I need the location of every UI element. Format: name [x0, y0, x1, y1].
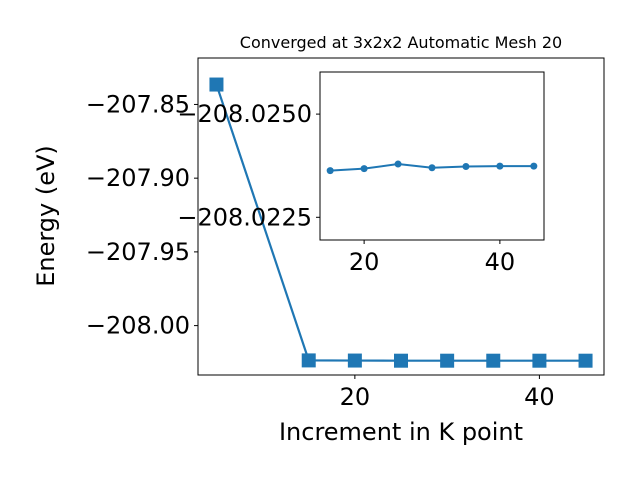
main-y-tick-label: −207.95: [86, 238, 190, 266]
chart-title: Converged at 3x2x2 Automatic Mesh 20: [240, 33, 562, 52]
x-axis-label: Increment in K point: [279, 418, 523, 446]
main-data-point: [578, 353, 593, 368]
main-data-point: [394, 353, 408, 368]
inset-x-tick-label: 20: [349, 248, 380, 276]
inset-data-point: [428, 164, 436, 172]
main-data-point: [347, 353, 362, 368]
main-series-line: [215, 84, 586, 362]
main-x-tick-label: 20: [340, 383, 371, 411]
inset-x-ticks: 20 40: [349, 240, 515, 276]
main-plot: Converged at 3x2x2 Automatic Mesh 20 Inc…: [32, 33, 605, 446]
inset-data-point: [496, 162, 504, 170]
main-y-ticks: −208.00 −207.95 −207.90 −207.85: [86, 90, 198, 340]
inset-data-point: [360, 165, 368, 173]
main-data-point: [440, 353, 455, 368]
inset-y-tick-label: −208.0225: [177, 203, 312, 231]
main-y-tick-label: −207.90: [86, 164, 190, 192]
inset-x-tick-label: 40: [485, 248, 516, 276]
main-data-point: [209, 77, 224, 92]
main-series: [209, 77, 593, 368]
main-data-point: [532, 353, 547, 368]
inset-plot: 20 40 −208.0225−208.0250: [177, 71, 545, 276]
inset-plot-frame: [319, 71, 545, 241]
main-data-point: [486, 353, 501, 368]
inset-series: [326, 160, 538, 175]
main-data-point: [301, 353, 316, 368]
inset-y-ticks: −208.0225 −208.0250: [177, 100, 320, 231]
y-axis-label: Energy (eV): [32, 145, 60, 287]
inset-y-tick-label: −208.0250: [177, 100, 312, 128]
inset-data-point: [394, 160, 402, 168]
main-y-tick-label: −207.85: [86, 90, 190, 118]
main-plot-frame: [197, 57, 605, 376]
inset-data-point: [326, 167, 334, 175]
inset-data-point: [530, 162, 538, 170]
main-x-tick-label: 40: [524, 383, 555, 411]
main-y-tick-label: −208.00: [86, 312, 190, 340]
inset-data-point: [462, 163, 470, 171]
main-x-ticks: 20 40: [340, 375, 555, 411]
